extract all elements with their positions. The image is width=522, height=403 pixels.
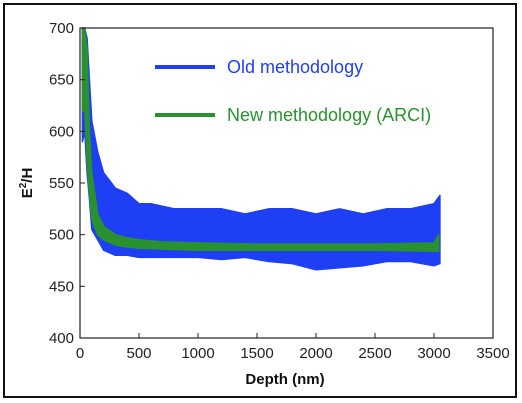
legend: Old methodology New methodology (ARCI): [155, 57, 431, 125]
x-tick-label-1500: 1500: [240, 345, 273, 362]
y-tick-label-400: 400: [49, 330, 74, 347]
legend-label-old: Old methodology: [227, 57, 363, 77]
x-tick-label-500: 500: [126, 345, 151, 362]
x-tick-label-0: 0: [76, 345, 84, 362]
series-band-1: [81, 27, 440, 252]
x-tick-label-2500: 2500: [358, 345, 391, 362]
x-tick-label-2000: 2000: [299, 345, 332, 362]
chart-figure: 0 500 1000 1500 2000 2500 3000 3500 400 450 500 550…: [3, 3, 517, 398]
y-axis-title-tail: /H: [19, 168, 36, 183]
y-axis-title-sup: 2: [18, 182, 29, 188]
y-axis-title-main: E: [19, 188, 36, 198]
y-tick-label-500: 500: [49, 227, 74, 244]
legend-label-new: New methodology (ARCI): [227, 105, 431, 125]
series-layer: [81, 27, 441, 271]
x-tick-label-3500: 3500: [476, 345, 509, 362]
ticks-layer: 0 500 1000 1500 2000 2500 3000 3500 400 450 500 550…: [49, 20, 510, 362]
y-tick-label-700: 700: [49, 20, 74, 37]
y-tick-label-650: 650: [49, 72, 74, 89]
x-tick-label-1000: 1000: [181, 345, 214, 362]
y-tick-label-600: 600: [49, 123, 74, 140]
x-axis-title: Depth (nm): [245, 371, 324, 388]
y-tick-label-450: 450: [49, 278, 74, 295]
series-band-0: [81, 27, 441, 271]
chart-canvas: 0 500 1000 1500 2000 2500 3000 3500 400 450 500 550…: [18, 20, 510, 388]
x-tick-label-3000: 3000: [417, 345, 450, 362]
y-axis-title: E2/H: [18, 168, 36, 199]
y-tick-label-550: 550: [49, 175, 74, 192]
